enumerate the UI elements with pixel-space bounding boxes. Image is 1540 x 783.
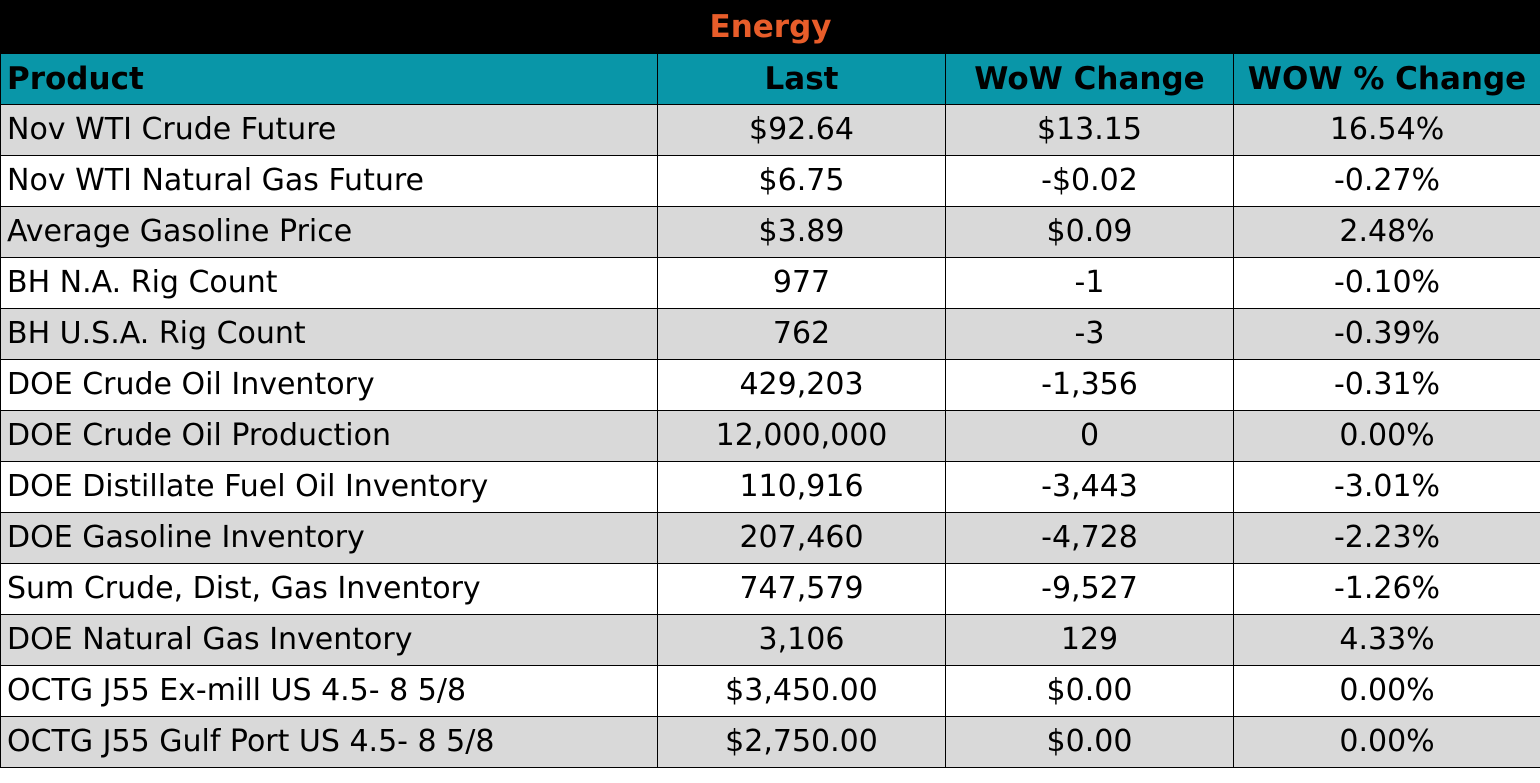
- wow-pct-change-cell: 16.54%: [1232, 104, 1540, 156]
- table-row: BH U.S.A. Rig Count 762 -3 -0.39%: [0, 308, 1540, 360]
- product-cell: DOE Gasoline Inventory: [0, 512, 658, 564]
- product-cell: Sum Crude, Dist, Gas Inventory: [0, 563, 658, 615]
- table-row: DOE Crude Oil Inventory 429,203 -1,356 -0.3…: [0, 359, 1540, 411]
- wow-pct-change-cell: -0.31%: [1232, 359, 1540, 411]
- wow-change-cell: 129: [945, 614, 1234, 666]
- wow-change-cell: $0.00: [945, 716, 1234, 768]
- last-cell: $92.64: [657, 104, 946, 156]
- product-cell: Average Gasoline Price: [0, 206, 658, 258]
- header-wow-change: WoW Change: [945, 53, 1234, 105]
- wow-pct-change-cell: -2.23%: [1232, 512, 1540, 564]
- wow-change-cell: $0.00: [945, 665, 1234, 717]
- product-cell: DOE Crude Oil Production: [0, 410, 658, 462]
- table-row: Average Gasoline Price $3.89 $0.09 2.48%: [0, 206, 1540, 258]
- product-cell: Nov WTI Crude Future: [0, 104, 658, 156]
- table-row: Nov WTI Crude Future $92.64 $13.15 16.54%: [0, 104, 1540, 156]
- table-row: Sum Crude, Dist, Gas Inventory 747,579 -9,…: [0, 563, 1540, 615]
- product-cell: DOE Distillate Fuel Oil Inventory: [0, 461, 658, 513]
- product-cell: OCTG J55 Gulf Port US 4.5- 8 5/8: [0, 716, 658, 768]
- table-row: Nov WTI Natural Gas Future $6.75 -$0.02 -0.…: [0, 155, 1540, 207]
- header-product: Product: [0, 53, 658, 105]
- table-row: OCTG J55 Gulf Port US 4.5- 8 5/8 $2,750.0…: [0, 716, 1540, 768]
- product-cell: DOE Crude Oil Inventory: [0, 359, 658, 411]
- table-title-row: Energy: [0, 0, 1540, 54]
- wow-change-cell: -3,443: [945, 461, 1234, 513]
- table-row: DOE Gasoline Inventory 207,460 -4,728 -2.23…: [0, 512, 1540, 564]
- product-cell: DOE Natural Gas Inventory: [0, 614, 658, 666]
- wow-pct-change-cell: -0.27%: [1232, 155, 1540, 207]
- last-cell: 207,460: [657, 512, 946, 564]
- table-header-row: Product Last WoW Change WOW % Change: [0, 53, 1540, 105]
- last-cell: $3.89: [657, 206, 946, 258]
- last-cell: $3,450.00: [657, 665, 946, 717]
- table-row: DOE Distillate Fuel Oil Inventory 110,916…: [0, 461, 1540, 513]
- last-cell: 3,106: [657, 614, 946, 666]
- header-wow-pct-change: WOW % Change: [1232, 53, 1540, 105]
- wow-pct-change-cell: -1.26%: [1232, 563, 1540, 615]
- wow-pct-change-cell: 4.33%: [1232, 614, 1540, 666]
- wow-pct-change-cell: 0.00%: [1232, 716, 1540, 768]
- last-cell: 762: [657, 308, 946, 360]
- wow-change-cell: -4,728: [945, 512, 1234, 564]
- table-body: Nov WTI Crude Future $92.64 $13.15 16.54% No…: [0, 104, 1540, 768]
- wow-pct-change-cell: 0.00%: [1232, 665, 1540, 717]
- product-cell: OCTG J55 Ex-mill US 4.5- 8 5/8: [0, 665, 658, 717]
- wow-change-cell: -9,527: [945, 563, 1234, 615]
- wow-pct-change-cell: -0.39%: [1232, 308, 1540, 360]
- last-cell: 747,579: [657, 563, 946, 615]
- table-row: BH N.A. Rig Count 977 -1 -0.10%: [0, 257, 1540, 309]
- wow-change-cell: -1,356: [945, 359, 1234, 411]
- last-cell: 12,000,000: [657, 410, 946, 462]
- last-cell: 977: [657, 257, 946, 309]
- wow-pct-change-cell: 0.00%: [1232, 410, 1540, 462]
- product-cell: BH N.A. Rig Count: [0, 257, 658, 309]
- last-cell: $6.75: [657, 155, 946, 207]
- wow-change-cell: -3: [945, 308, 1234, 360]
- last-cell: 110,916: [657, 461, 946, 513]
- header-last: Last: [657, 53, 946, 105]
- wow-change-cell: -$0.02: [945, 155, 1234, 207]
- wow-pct-change-cell: -0.10%: [1232, 257, 1540, 309]
- table-row: DOE Natural Gas Inventory 3,106 129 4.33%: [0, 614, 1540, 666]
- product-cell: Nov WTI Natural Gas Future: [0, 155, 658, 207]
- wow-change-cell: $0.09: [945, 206, 1234, 258]
- table-title: Energy: [0, 0, 1540, 54]
- wow-change-cell: -1: [945, 257, 1234, 309]
- product-cell: BH U.S.A. Rig Count: [0, 308, 658, 360]
- wow-pct-change-cell: 2.48%: [1232, 206, 1540, 258]
- last-cell: $2,750.00: [657, 716, 946, 768]
- wow-pct-change-cell: -3.01%: [1232, 461, 1540, 513]
- wow-change-cell: $13.15: [945, 104, 1234, 156]
- wow-change-cell: 0: [945, 410, 1234, 462]
- last-cell: 429,203: [657, 359, 946, 411]
- table-row: DOE Crude Oil Production 12,000,000 0 0.00%: [0, 410, 1540, 462]
- table-row: OCTG J55 Ex-mill US 4.5- 8 5/8 $3,450.00 $…: [0, 665, 1540, 717]
